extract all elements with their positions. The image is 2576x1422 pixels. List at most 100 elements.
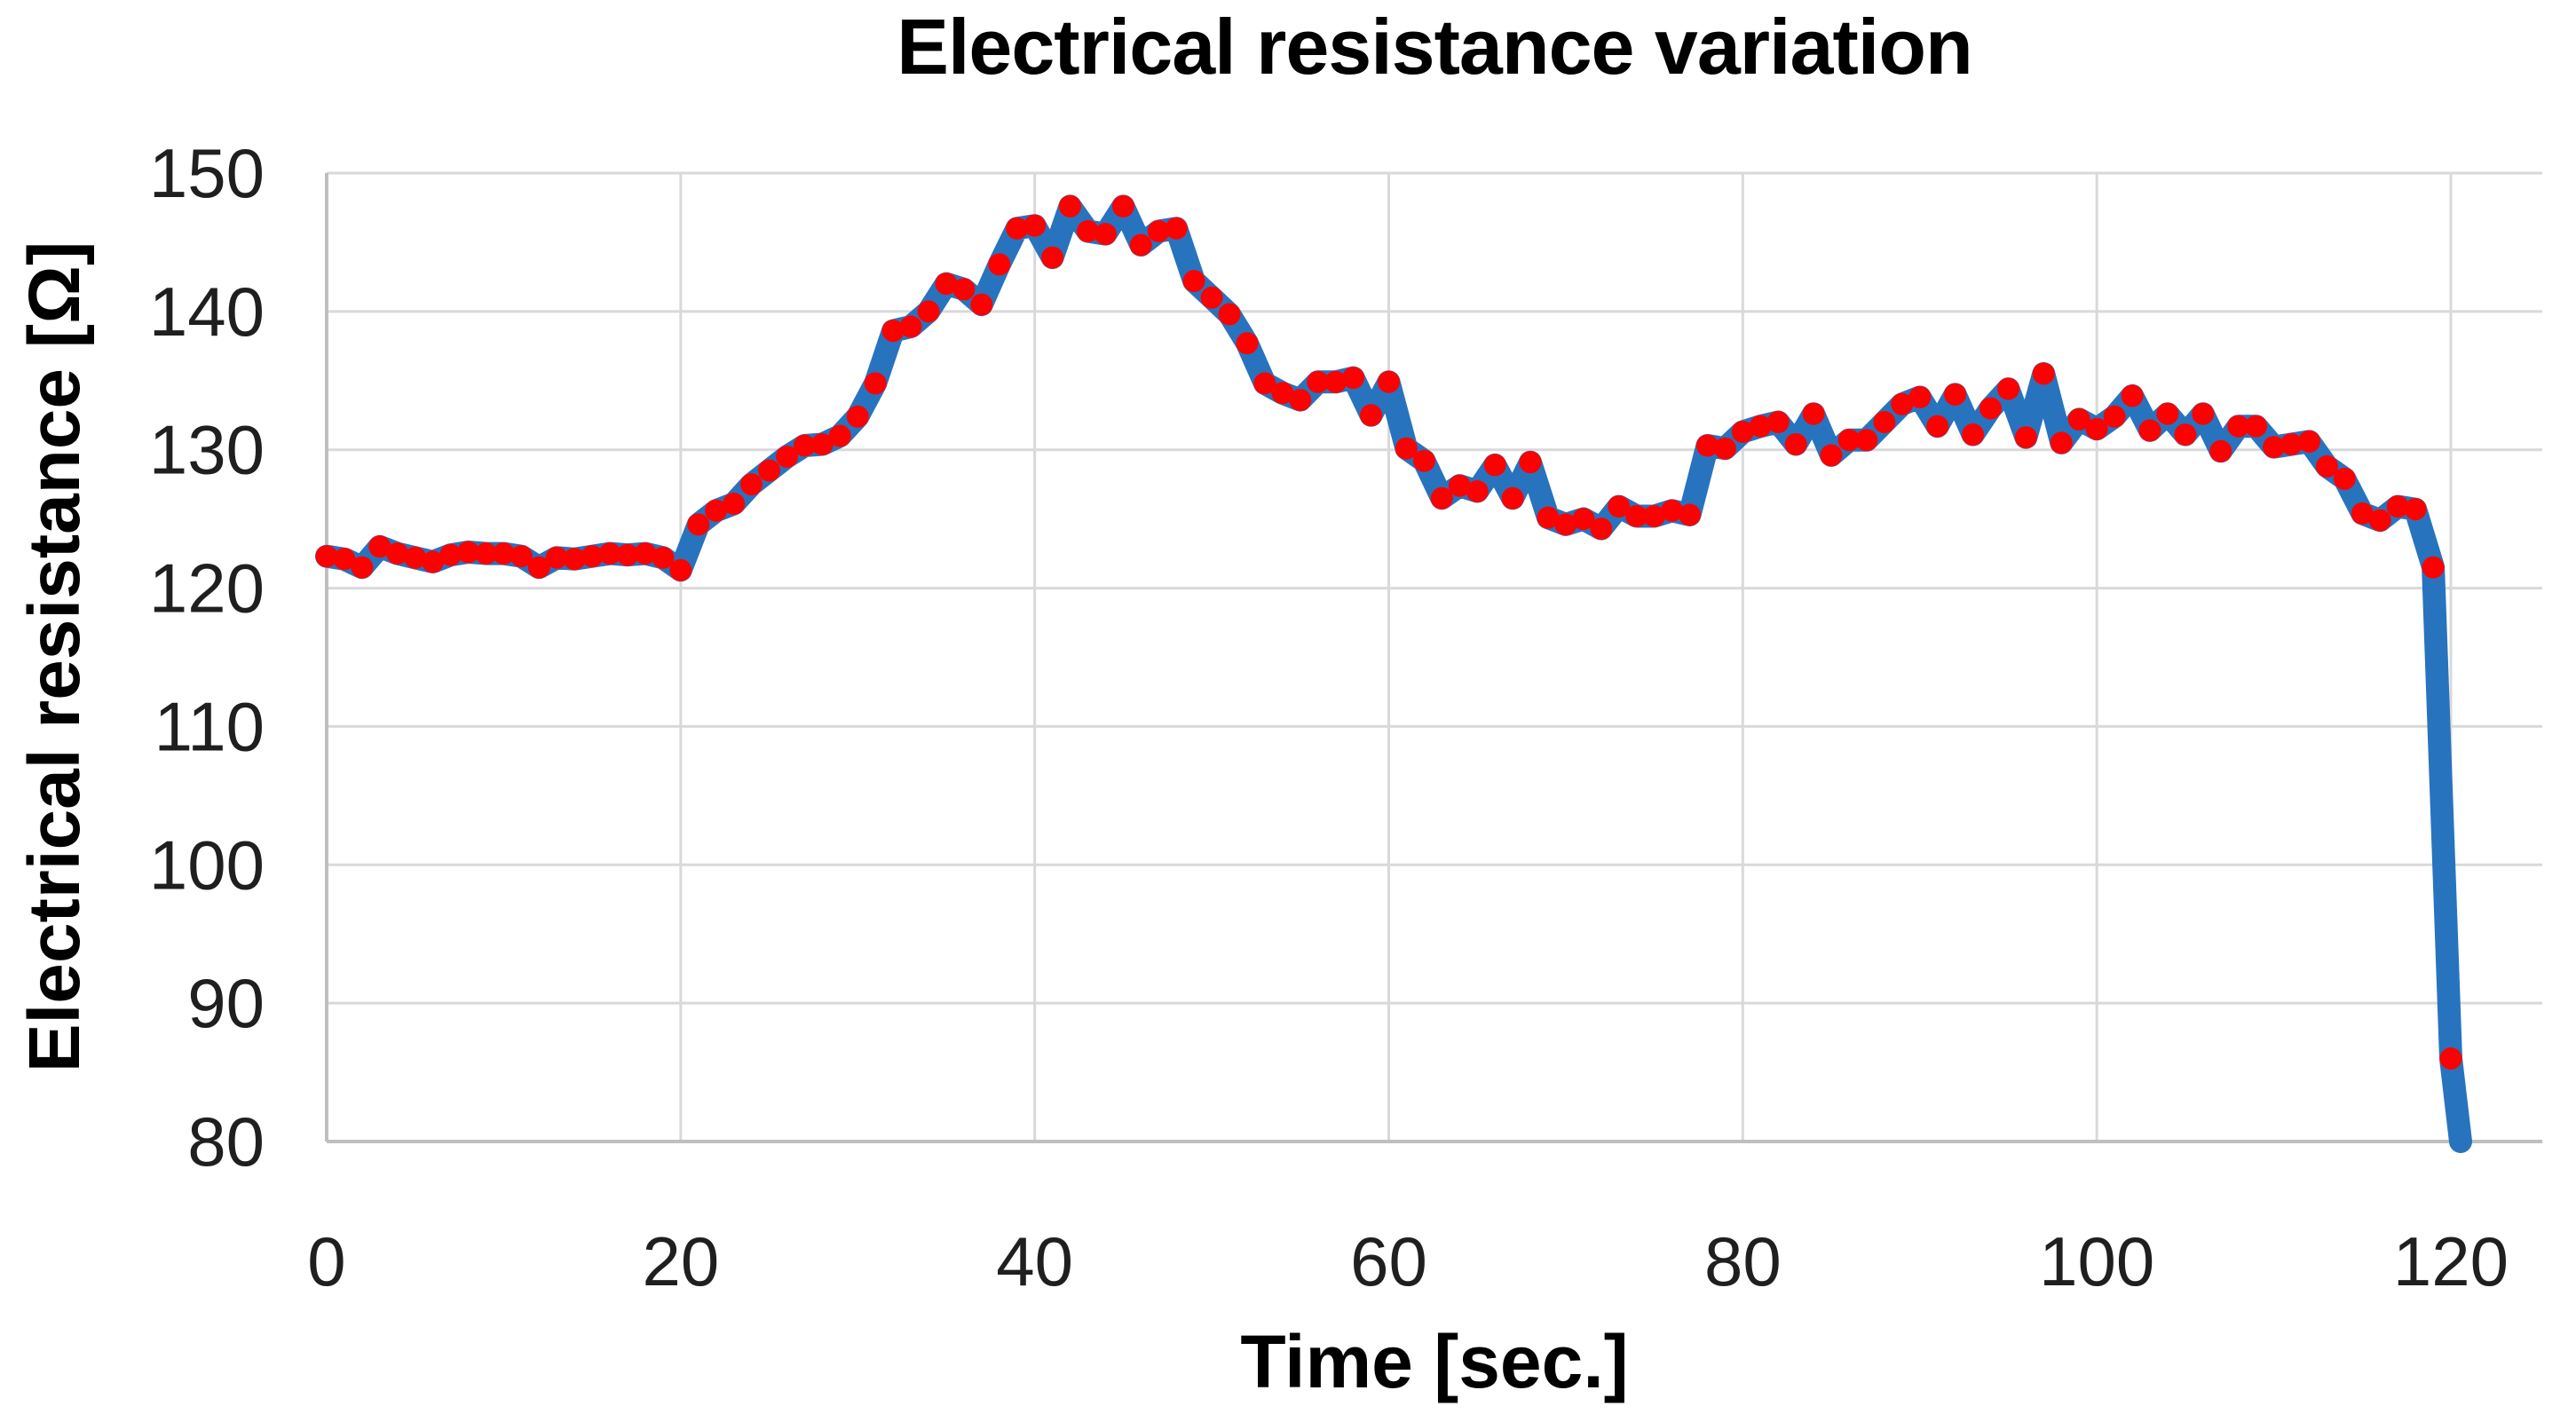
data-point-marker bbox=[616, 543, 639, 566]
data-point-marker bbox=[1077, 220, 1099, 242]
data-point-marker bbox=[2121, 384, 2144, 407]
x-axis-title: Time [sec.] bbox=[1240, 1320, 1629, 1403]
data-point-marker bbox=[563, 548, 586, 571]
data-point-marker bbox=[1643, 505, 1666, 527]
data-point-marker bbox=[315, 545, 338, 568]
data-point-marker bbox=[2368, 509, 2391, 532]
data-point-marker bbox=[1200, 286, 1223, 309]
data-point-marker bbox=[1731, 421, 1754, 443]
data-point-marker bbox=[1253, 372, 1276, 395]
data-point-marker bbox=[935, 273, 958, 296]
data-point-marker bbox=[1944, 383, 1967, 406]
data-point-marker bbox=[1218, 303, 1241, 326]
data-point-marker bbox=[1784, 433, 1807, 455]
data-point-marker bbox=[1182, 270, 1205, 293]
data-point-marker bbox=[1466, 480, 1489, 502]
data-point-marker bbox=[598, 542, 621, 565]
data-point-marker bbox=[1713, 437, 1736, 460]
data-point-marker bbox=[2404, 498, 2427, 521]
data-point-marker bbox=[1820, 444, 1843, 467]
data-point-marker bbox=[2315, 454, 2338, 478]
data-point-marker bbox=[988, 253, 1011, 276]
data-point-marker bbox=[1997, 377, 2019, 400]
data-point-marker bbox=[545, 546, 568, 569]
data-point-marker bbox=[1661, 499, 1684, 522]
data-point-marker bbox=[2422, 556, 2445, 579]
data-point-marker bbox=[652, 546, 675, 569]
data-point-marker bbox=[687, 513, 710, 536]
data-point-marker bbox=[1572, 508, 1595, 531]
data-point-marker bbox=[1378, 370, 1400, 393]
data-point-marker bbox=[2386, 495, 2409, 518]
data-point-marker bbox=[881, 320, 905, 343]
data-point-marker bbox=[1483, 454, 1506, 477]
data-point-marker bbox=[1324, 370, 1347, 393]
data-point-marker bbox=[740, 473, 763, 496]
data-point-marker bbox=[527, 556, 550, 579]
data-point-marker bbox=[333, 548, 356, 571]
data-point-marker bbox=[1501, 486, 1524, 510]
data-point-marker bbox=[1554, 513, 1577, 536]
data-point-marker bbox=[1165, 217, 1188, 240]
data-point-marker bbox=[970, 293, 993, 316]
data-point-marker bbox=[439, 543, 462, 566]
data-point-marker bbox=[1412, 449, 1435, 472]
data-point-marker bbox=[1395, 437, 1418, 460]
data-point-marker bbox=[1094, 223, 1117, 246]
x-tick-label-100: 100 bbox=[2039, 1222, 2154, 1300]
x-tick-label-0: 0 bbox=[307, 1222, 345, 1300]
data-point-marker bbox=[1129, 233, 1152, 257]
data-point-marker bbox=[2085, 417, 2108, 440]
data-point-marker bbox=[952, 278, 976, 301]
data-point-marker bbox=[1962, 423, 1985, 446]
data-point-marker bbox=[2245, 415, 2268, 438]
data-point-marker bbox=[793, 434, 816, 457]
x-tick-label-60: 60 bbox=[1350, 1222, 1427, 1300]
data-point-marker bbox=[1873, 411, 1896, 433]
x-tick-label-40: 40 bbox=[996, 1222, 1073, 1300]
data-point-marker bbox=[422, 550, 445, 573]
data-point-marker bbox=[2192, 402, 2215, 425]
data-point-marker bbox=[2333, 467, 2356, 490]
data-point-marker bbox=[581, 545, 604, 568]
data-point-marker bbox=[2067, 407, 2090, 431]
data-point-marker bbox=[2209, 439, 2232, 462]
data-point-marker bbox=[899, 315, 922, 338]
data-point-marker bbox=[1271, 382, 1294, 405]
data-point-marker bbox=[1926, 415, 1949, 438]
data-point-marker bbox=[917, 300, 940, 323]
y-tick-label-100: 100 bbox=[149, 826, 265, 904]
data-point-marker bbox=[510, 545, 533, 568]
y-tick-label-80: 80 bbox=[187, 1102, 265, 1181]
data-point-marker bbox=[404, 546, 427, 569]
data-point-marker bbox=[1041, 246, 1064, 269]
data-point-marker bbox=[2014, 426, 2037, 449]
data-point-marker bbox=[2174, 423, 2197, 446]
y-tick-label-140: 140 bbox=[149, 273, 265, 351]
data-point-marker bbox=[2439, 1047, 2462, 1070]
x-tick-label-20: 20 bbox=[642, 1222, 719, 1300]
data-point-marker bbox=[2103, 405, 2126, 428]
data-point-marker bbox=[1059, 194, 1081, 217]
data-point-marker bbox=[1307, 370, 1330, 393]
y-tick-label-130: 130 bbox=[149, 411, 265, 489]
resistance-series-line bbox=[315, 194, 2472, 1153]
data-point-marker bbox=[1236, 332, 1259, 355]
data-point-marker bbox=[1519, 451, 1542, 474]
data-point-marker bbox=[758, 459, 780, 482]
data-point-marker bbox=[1111, 194, 1134, 217]
data-point-marker bbox=[2280, 433, 2303, 455]
y-tick-label-150: 150 bbox=[149, 134, 265, 212]
data-point-marker bbox=[386, 542, 409, 565]
data-point-marker bbox=[1749, 415, 1772, 438]
data-point-marker bbox=[1147, 220, 1170, 242]
data-point-marker bbox=[634, 542, 657, 565]
data-point-marker bbox=[2227, 415, 2250, 438]
data-point-marker bbox=[2263, 436, 2286, 459]
data-point-marker bbox=[1979, 397, 2002, 420]
data-point-marker bbox=[1342, 367, 1365, 390]
chart-title: Electrical resistance variation bbox=[897, 3, 1972, 91]
data-point-marker bbox=[669, 558, 692, 581]
